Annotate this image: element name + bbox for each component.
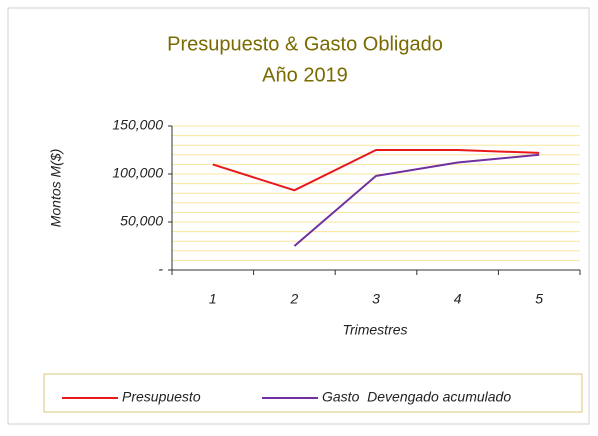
line-series [212, 149, 540, 192]
y-axis-title: Montos M($) [48, 149, 64, 228]
line-series [293, 153, 540, 247]
y-tick-label: - [158, 261, 163, 277]
x-tick-label: 2 [290, 291, 299, 307]
chart-title: Presupuesto & Gasto Obligado [167, 33, 443, 55]
y-tick-label: 50,000 [120, 213, 163, 229]
chart-border [7, 7, 590, 425]
y-tick-label: 150,000 [112, 117, 163, 133]
legend-box [43, 373, 583, 413]
legend-label: Gasto Devengado acumulado [322, 389, 511, 405]
x-tick-label: 1 [209, 291, 217, 307]
x-axis-title: Trimestres [342, 322, 407, 338]
chart-subtitle: Año 2019 [262, 64, 348, 86]
legend-label: Presupuesto [122, 389, 201, 405]
x-tick-label: 5 [535, 291, 543, 307]
x-tick-label: 4 [454, 291, 462, 307]
x-tick-label: 3 [372, 291, 380, 307]
y-tick-label: 100,000 [112, 165, 163, 181]
